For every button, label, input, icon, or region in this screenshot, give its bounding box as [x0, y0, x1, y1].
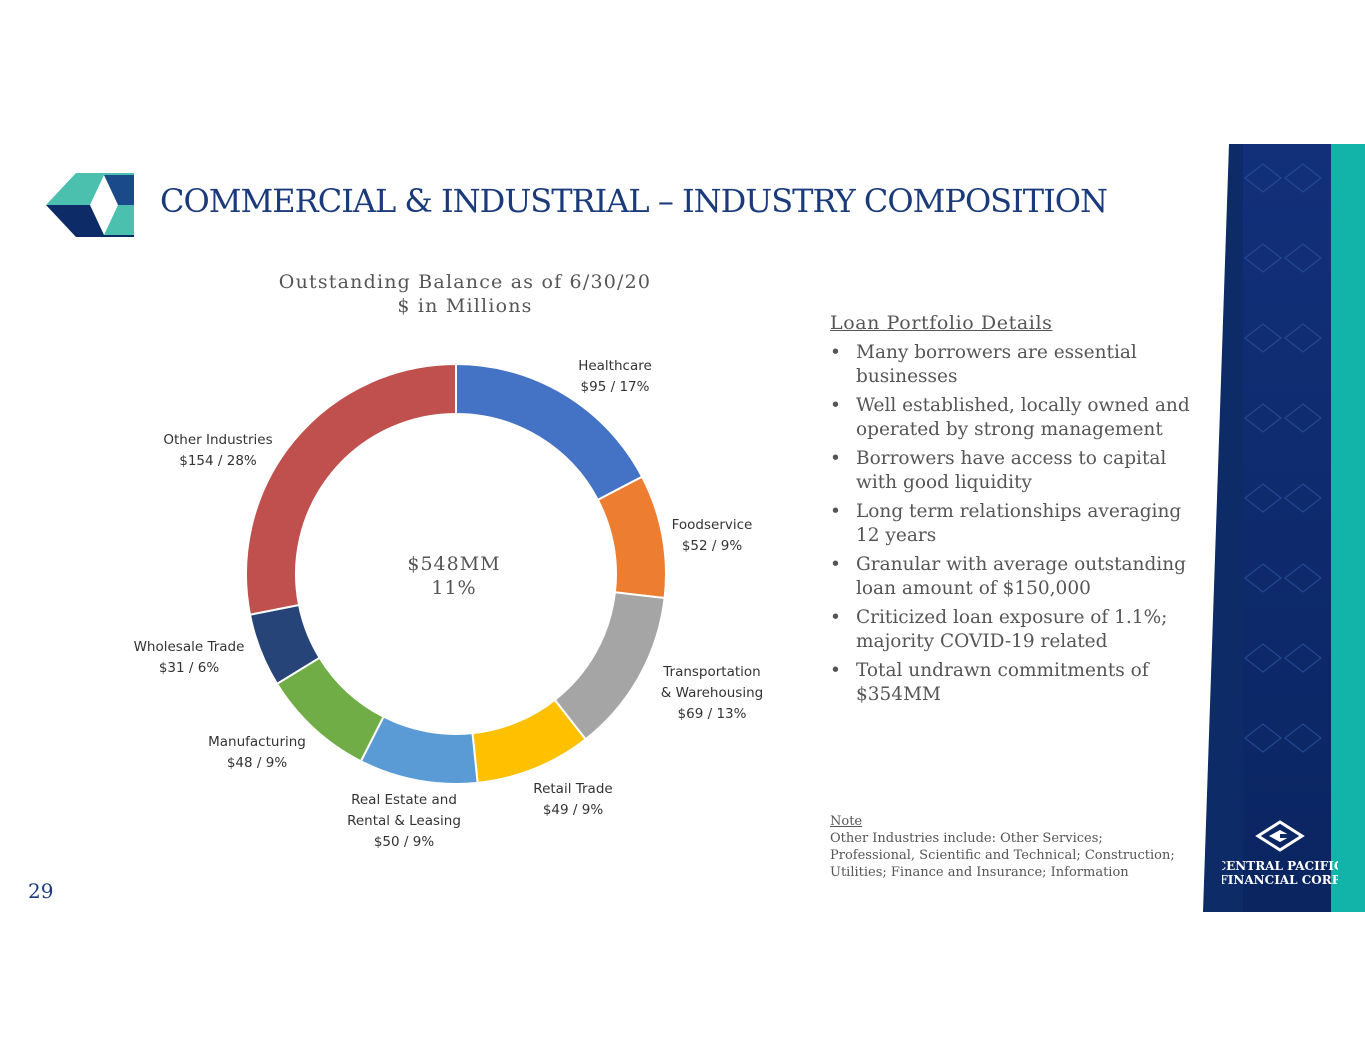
- slice-label: Wholesale Trade $31 / 6%: [134, 639, 245, 676]
- loan-portfolio-details: Loan Portfolio Details Many borrowers ar…: [830, 312, 1190, 712]
- center-total-label: $548MM: [407, 553, 500, 575]
- footer-logo-line2: FINANCIAL CORP: [1222, 873, 1338, 887]
- list-item: Long term relationships averaging 12 yea…: [830, 500, 1190, 548]
- page-number: 29: [28, 879, 54, 903]
- center-percent-label: 11%: [431, 577, 476, 599]
- donut-chart: Healthcare $95 / 17% Foodservice $52 / 9% Tr…: [134, 358, 764, 850]
- central-pacific-small-logo-icon: CENTRAL PACIFIC FINANCIAL CORP: [1222, 820, 1338, 887]
- footnote: Note Other Industries include: Other Ser…: [830, 813, 1180, 881]
- note-text: Other Industries include: Other Services…: [830, 831, 1175, 880]
- slice-label: Other Industries $154 / 28%: [163, 432, 272, 469]
- slice-other-industries: [245, 362, 457, 616]
- list-item: Many borrowers are essential businesses: [830, 341, 1190, 389]
- details-list: Many borrowers are essential businesses …: [830, 341, 1190, 707]
- chart-title-block: Outstanding Balance as of 6/30/20 $ in M…: [215, 270, 715, 318]
- slice-label: Retail Trade $49 / 9%: [533, 781, 612, 818]
- list-item: Criticized loan exposure of 1.1%; majori…: [830, 606, 1190, 654]
- slice-label: Transportation & Warehousing $69 / 13%: [661, 664, 763, 722]
- central-pacific-logo-icon: [46, 173, 134, 237]
- slice-label: Manufacturing $48 / 9%: [208, 734, 306, 771]
- slice-label: Foodservice $52 / 9%: [672, 517, 753, 554]
- slice-transportation-warehousing: [553, 591, 666, 741]
- note-title: Note: [830, 814, 863, 829]
- decorative-band: [1203, 144, 1365, 912]
- page-title: COMMERCIAL & INDUSTRIAL – INDUSTRY COMPO…: [160, 182, 1108, 220]
- chart-subtitle: $ in Millions: [397, 295, 533, 317]
- details-title: Loan Portfolio Details: [830, 312, 1053, 334]
- list-item: Granular with average outstanding loan a…: [830, 553, 1190, 601]
- list-item: Well established, locally owned and oper…: [830, 394, 1190, 442]
- list-item: Borrowers have access to capital with go…: [830, 447, 1190, 495]
- slice-label: Real Estate and Rental & Leasing $50 / 9%: [347, 792, 461, 850]
- footer-logo-line1: CENTRAL PACIFIC: [1222, 859, 1338, 873]
- list-item: Total undrawn commitments of $354MM: [830, 659, 1190, 707]
- slice-label: Healthcare $95 / 17%: [578, 358, 652, 395]
- slice-foodservice: [596, 475, 667, 600]
- chart-title: Outstanding Balance as of 6/30/20: [278, 271, 652, 293]
